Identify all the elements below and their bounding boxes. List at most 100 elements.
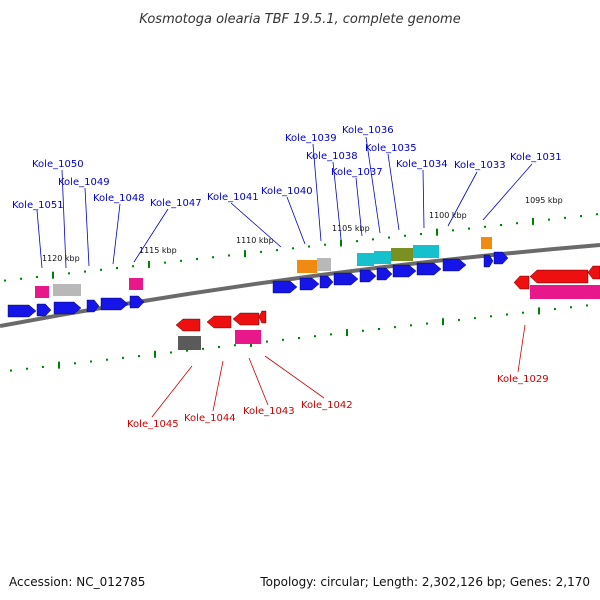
- gene-arrow-forward[interactable]: [416, 262, 442, 276]
- gene-arrow-forward[interactable]: [376, 267, 393, 281]
- gene-block-cyan[interactable]: [413, 245, 439, 258]
- gene-label-kole-1049[interactable]: Kole_1049: [58, 177, 110, 188]
- gene-block-pink[interactable]: [530, 285, 600, 299]
- label-leader-line: [355, 177, 363, 237]
- gene-arrow-forward[interactable]: [36, 303, 52, 317]
- label-leader-line: [230, 202, 282, 248]
- scale-tick: [506, 313, 508, 316]
- scale-tick: [484, 225, 486, 228]
- scale-tick: [468, 227, 470, 230]
- label-leader-line: [36, 209, 43, 269]
- reverse-gene-labels: Kole_1045 Kole_1044 Kole_1043 Kole_1042 …: [127, 374, 549, 430]
- gene-features: [7, 237, 600, 350]
- scale-label-1115: 1115 kbp: [139, 246, 177, 255]
- scale-tick: [474, 317, 476, 320]
- gene-block-orange[interactable]: [297, 260, 317, 273]
- scale-tick: [564, 216, 566, 219]
- scale-label-1105: 1105 kbp: [332, 224, 370, 233]
- label-leader-line: [365, 136, 381, 234]
- gene-arrow-forward[interactable]: [359, 269, 377, 283]
- genome-backbone: [0, 243, 600, 328]
- gene-block-dark-gray[interactable]: [178, 336, 201, 350]
- scale-tick: [20, 277, 22, 280]
- gene-arrow-forward[interactable]: [100, 297, 129, 311]
- scale-tick: [362, 329, 364, 332]
- scale-tick: [500, 224, 502, 226]
- gene-arrow-reverse[interactable]: [258, 310, 267, 324]
- gene-label-kole-1051[interactable]: Kole_1051: [12, 200, 64, 211]
- forward-gene-labels: Kole_1051 Kole_1050 Kole_1049 Kole_1048 …: [12, 125, 562, 211]
- gene-block-gray[interactable]: [317, 258, 331, 271]
- gene-block-gray[interactable]: [53, 284, 81, 296]
- gene-label-kole-1045[interactable]: Kole_1045: [127, 419, 179, 430]
- gene-block-cyan[interactable]: [357, 253, 374, 266]
- gene-arrow-forward[interactable]: [7, 304, 37, 318]
- scale-tick: [132, 265, 134, 268]
- gene-label-kole-1050[interactable]: Kole_1050: [32, 159, 84, 170]
- scale-tick: [218, 346, 220, 349]
- gene-arrow-forward[interactable]: [299, 277, 320, 291]
- gene-label-kole-1039[interactable]: Kole_1039: [285, 133, 337, 144]
- scale-tick: [570, 306, 572, 309]
- scale-tick: [68, 272, 70, 275]
- gene-block-pink[interactable]: [235, 330, 261, 344]
- gene-block-pink[interactable]: [35, 286, 49, 298]
- gene-label-kole-1047[interactable]: Kole_1047: [150, 198, 202, 209]
- gene-arrow-forward[interactable]: [272, 280, 298, 294]
- gene-arrow-forward[interactable]: [493, 251, 509, 265]
- scale-tick: [298, 337, 300, 340]
- gene-arrow-forward[interactable]: [319, 275, 334, 289]
- gene-arrow-forward[interactable]: [129, 295, 145, 309]
- gene-arrow-forward[interactable]: [392, 264, 417, 278]
- gene-arrow-forward[interactable]: [483, 254, 494, 268]
- scale-tick: [436, 228, 438, 236]
- gene-label-kole-1031[interactable]: Kole_1031: [510, 152, 562, 163]
- gene-block-olive[interactable]: [391, 248, 413, 261]
- gene-label-kole-1036[interactable]: Kole_1036: [342, 125, 394, 136]
- gene-label-kole-1038[interactable]: Kole_1038: [306, 151, 358, 162]
- gene-label-kole-1035[interactable]: Kole_1035: [365, 143, 417, 154]
- scale-tick: [228, 254, 230, 257]
- scale-tick: [554, 308, 556, 311]
- gene-arrow-forward[interactable]: [442, 258, 467, 272]
- scale-tick: [426, 322, 428, 325]
- scale-tick: [266, 340, 268, 343]
- scale-tick: [100, 268, 102, 271]
- gene-block-orange[interactable]: [481, 237, 492, 249]
- gene-label-kole-1048[interactable]: Kole_1048: [93, 193, 145, 204]
- label-leader-line: [332, 161, 342, 240]
- gene-label-kole-1044[interactable]: Kole_1044: [184, 413, 236, 424]
- gene-arrow-reverse[interactable]: [513, 275, 530, 290]
- gene-label-kole-1029[interactable]: Kole_1029: [497, 374, 549, 385]
- gene-label-kole-1042[interactable]: Kole_1042: [301, 400, 353, 411]
- scale-tick: [282, 338, 284, 341]
- gene-label-kole-1037[interactable]: Kole_1037: [331, 167, 383, 178]
- scale-tick: [106, 358, 108, 361]
- gene-label-kole-1043[interactable]: Kole_1043: [243, 406, 295, 417]
- scale-tick: [378, 327, 380, 330]
- scale-tick: [4, 279, 6, 282]
- scale-label-1110: 1110 kbp: [236, 236, 274, 245]
- gene-arrow-reverse[interactable]: [206, 315, 232, 329]
- gene-arrow-reverse[interactable]: [587, 265, 600, 280]
- gene-label-kole-1033[interactable]: Kole_1033: [454, 160, 506, 171]
- gene-arrow-reverse[interactable]: [175, 318, 201, 332]
- scale-tick: [84, 270, 86, 273]
- label-leader-line: [84, 187, 90, 267]
- gene-label-kole-1041[interactable]: Kole_1041: [207, 192, 259, 203]
- gene-arrow-forward[interactable]: [53, 301, 82, 315]
- gene-label-kole-1034[interactable]: Kole_1034: [396, 159, 448, 170]
- scale-tick: [74, 362, 76, 365]
- scale-tick: [516, 222, 518, 225]
- label-leader-line: [112, 203, 121, 265]
- gene-label-kole-1040[interactable]: Kole_1040: [261, 186, 313, 197]
- gene-block-cyan[interactable]: [374, 251, 391, 264]
- label-leader-line: [482, 163, 533, 221]
- gene-arrow-forward[interactable]: [333, 272, 359, 286]
- gene-block-pink[interactable]: [129, 278, 143, 290]
- gene-arrow-reverse[interactable]: [529, 269, 589, 284]
- gene-arrow-reverse[interactable]: [232, 312, 260, 326]
- gene-arrow-forward[interactable]: [86, 299, 100, 313]
- scale-tick: [90, 360, 92, 363]
